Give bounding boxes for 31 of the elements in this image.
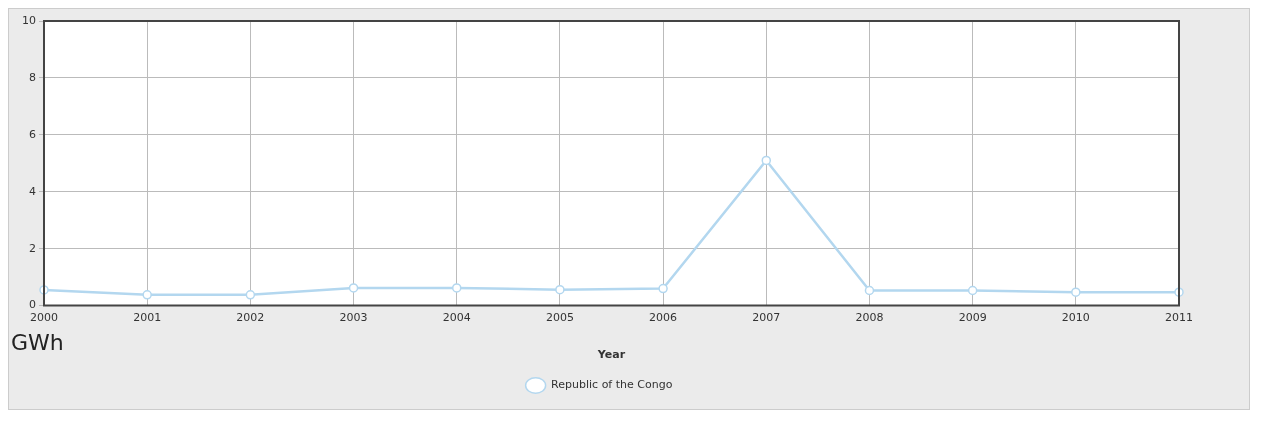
x-tick-label: 2000: [30, 311, 58, 325]
x-tick-label: 2011: [1165, 311, 1193, 325]
x-axis-title: Year: [596, 348, 626, 362]
y-tick-label: 0: [29, 298, 36, 312]
x-tick-label: 2005: [545, 311, 574, 325]
point: [555, 284, 565, 295]
y-axis-title: GWh: [11, 330, 64, 356]
point: [245, 290, 256, 300]
point: [658, 283, 668, 294]
y-tick-label: 4: [29, 184, 36, 198]
x-tick-label: 2003: [339, 311, 368, 325]
x-tick-label: 2004: [442, 311, 471, 325]
point: [761, 155, 772, 166]
legend-label: Republic of the Congo: [551, 378, 673, 392]
y-tick-label: 6: [29, 127, 36, 141]
point: [142, 290, 152, 300]
point: [1071, 287, 1081, 297]
x-tick-label: 2008: [855, 311, 884, 325]
x-tick-label: 2001: [133, 311, 162, 325]
x-tick-label: 2009: [958, 311, 987, 325]
point: [348, 283, 359, 293]
x-tick-label: 2010: [1061, 311, 1090, 325]
point: [451, 283, 462, 293]
y-tick-label: 10: [22, 13, 36, 27]
x-tick-label: 2006: [649, 311, 678, 325]
point: [864, 285, 875, 296]
point: [967, 285, 978, 296]
y-tick-label: 2: [29, 241, 36, 255]
x-tick-label: 2007: [752, 311, 781, 325]
y-tick-label: 8: [29, 70, 36, 84]
x-tick-label: 2002: [236, 311, 265, 325]
